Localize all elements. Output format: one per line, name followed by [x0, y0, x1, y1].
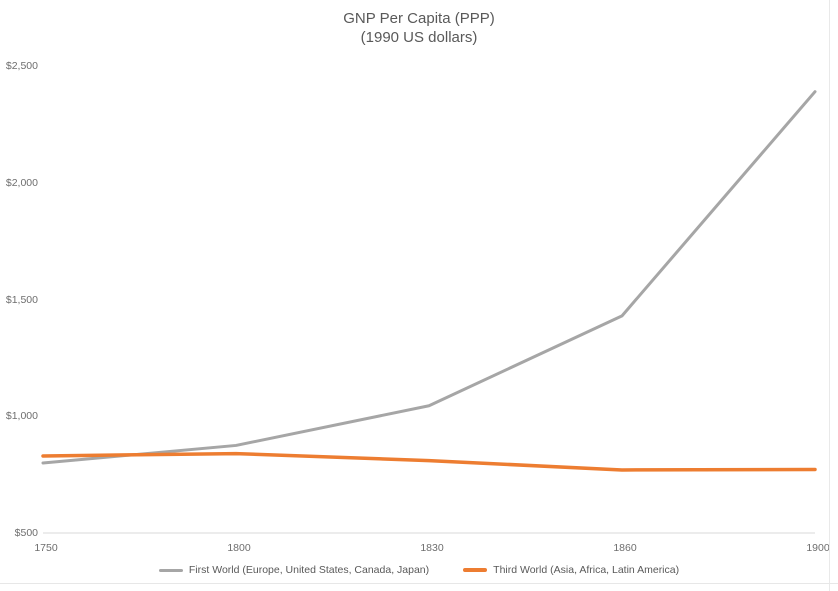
- x-tick-label-1800: 1800: [227, 542, 251, 554]
- frame-border-right: [829, 0, 830, 591]
- x-tick-label-1750: 1750: [34, 542, 58, 554]
- x-tick-label-1860: 1860: [613, 542, 637, 554]
- legend-item-first-world: First World (Europe, United States, Cana…: [158, 564, 430, 576]
- x-tick-label-1900: 1900: [806, 542, 830, 554]
- first-world-line-swatch: [158, 568, 183, 572]
- legend-item-third-world: Third World (Asia, Africa, Latin America…: [463, 564, 679, 576]
- legend-label-third-world: Third World (Asia, Africa, Latin America…: [493, 564, 680, 576]
- frame-border-bottom: [0, 583, 838, 584]
- y-tick-label-1000: $1,000: [5, 410, 38, 422]
- y-tick-label-1500: $1,500: [5, 294, 38, 306]
- y-tick-label-2000: $2,000: [5, 177, 38, 189]
- series-line-first-world: [41, 90, 817, 465]
- legend-label-first-world: First World (Europe, United States, Cana…: [188, 564, 430, 576]
- x-tick-label-1830: 1830: [420, 542, 444, 554]
- y-tick-label-500: $500: [14, 527, 38, 539]
- chart-subtitle: (1990 US dollars): [360, 29, 478, 46]
- chart-legend: First World (Europe, United States, Cana…: [0, 564, 838, 576]
- series-line-third-world: [41, 451, 817, 472]
- chart-title-block: GNP Per Capita (PPP) (1990 US dollars): [0, 9, 838, 47]
- third-world-line-swatch: [463, 568, 488, 572]
- y-tick-label-2500: $2,500: [5, 60, 38, 72]
- chart-title: GNP Per Capita (PPP): [343, 10, 495, 27]
